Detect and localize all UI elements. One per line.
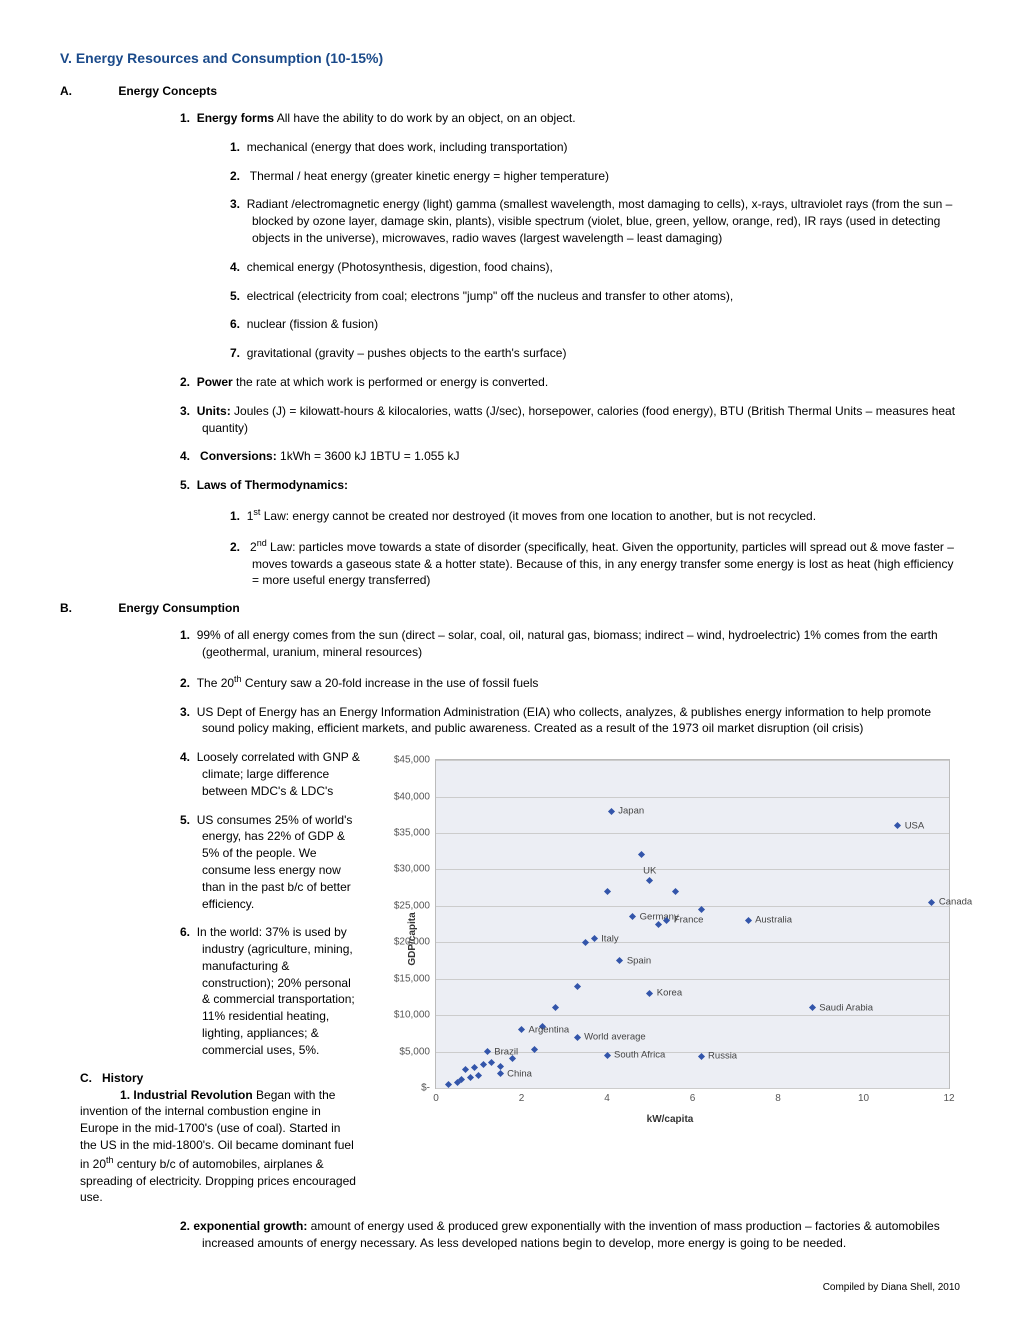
- scatter-point: [646, 990, 653, 997]
- scatter-point: [574, 1034, 581, 1041]
- scatter-point-label: France: [674, 915, 704, 926]
- scatter-point-label: UK: [643, 866, 656, 877]
- scatter-point: [608, 808, 615, 815]
- scatter-point-label: Saudi Arabia: [819, 1002, 873, 1013]
- b3: 3. US Dept of Energy has an Energy Infor…: [180, 704, 960, 738]
- scatter-point: [574, 983, 581, 990]
- x-tick-label: 0: [433, 1093, 439, 1104]
- section-b-heading: B. Energy Consumption: [60, 601, 960, 615]
- scatter-point: [471, 1064, 478, 1071]
- x-tick-label: 8: [775, 1093, 781, 1104]
- y-tick-label: $35,000: [394, 828, 430, 839]
- y-tick-label: $15,000: [394, 973, 430, 984]
- x-tick-label: 10: [858, 1093, 869, 1104]
- y-tick-label: $45,000: [394, 755, 430, 766]
- section-a-title: Energy Concepts: [118, 84, 217, 98]
- scatter-point-label: Argentina: [529, 1024, 570, 1035]
- scatter-point: [497, 1070, 504, 1077]
- scatter-point: [603, 1052, 610, 1059]
- scatter-point: [672, 888, 679, 895]
- y-tick-label: $10,000: [394, 1010, 430, 1021]
- scatter-point: [484, 1048, 491, 1055]
- scatter-point: [638, 851, 645, 858]
- scatter-point: [698, 1053, 705, 1060]
- scatter-point: [475, 1071, 482, 1078]
- scatter-point-label: Brazil: [494, 1046, 518, 1057]
- x-tick-label: 2: [519, 1093, 525, 1104]
- a1-5: 5. electrical (electricity from coal; el…: [230, 288, 960, 305]
- gdp-vs-energy-scatter: GDP/capita $-$5,000$10,000$15,000$20,000…: [380, 749, 960, 1129]
- y-tick-label: $5,000: [399, 1046, 430, 1057]
- section-c-heading: C. History: [80, 1071, 360, 1085]
- x-tick-label: 6: [690, 1093, 696, 1104]
- section-a-heading: A. Energy Concepts: [60, 84, 960, 98]
- a1-2: 2. Thermal / heat energy (greater kineti…: [230, 168, 960, 185]
- scatter-point: [552, 1004, 559, 1011]
- a4: 4. Conversions: 1kWh = 3600 kJ 1BTU = 1.…: [180, 448, 960, 465]
- scatter-point: [928, 899, 935, 906]
- y-tick-label: $-: [421, 1083, 430, 1094]
- scatter-point-label: Russia: [708, 1051, 737, 1062]
- scatter-point-label: South Africa: [614, 1050, 665, 1061]
- scatter-point-label: China: [507, 1068, 532, 1079]
- scatter-point: [467, 1074, 474, 1081]
- footer-credit: Compiled by Diana Shell, 2010: [60, 1282, 960, 1293]
- scatter-point-label: Korea: [657, 988, 682, 999]
- scatter-point: [488, 1059, 495, 1066]
- y-tick-label: $40,000: [394, 791, 430, 802]
- a1-7: 7. gravitational (gravity – pushes objec…: [230, 345, 960, 362]
- scatter-point: [894, 822, 901, 829]
- scatter-point-label: Australia: [755, 915, 792, 926]
- section-a-letter: A.: [60, 84, 115, 98]
- scatter-point: [479, 1061, 486, 1068]
- scatter-point: [518, 1026, 525, 1033]
- scatter-point-label: Italy: [601, 933, 618, 944]
- scatter-point: [603, 888, 610, 895]
- y-tick-label: $20,000: [394, 937, 430, 948]
- scatter-point: [582, 939, 589, 946]
- a1-6: 6. nuclear (fission & fusion): [230, 316, 960, 333]
- scatter-point: [809, 1004, 816, 1011]
- scatter-point-label: Germany: [640, 911, 679, 922]
- a5-2: 2. 2nd Law: particles move towards a sta…: [230, 537, 960, 589]
- section-b-title: Energy Consumption: [118, 601, 239, 615]
- scatter-point-label: World average: [584, 1032, 646, 1043]
- y-tick-label: $25,000: [394, 900, 430, 911]
- a2: 2. Power the rate at which work is perfo…: [180, 374, 960, 391]
- page-title: V. Energy Resources and Consumption (10-…: [60, 50, 960, 66]
- a1-3: 3. Radiant /electromagnetic energy (ligh…: [230, 196, 960, 246]
- scatter-point-label: Japan: [618, 806, 644, 817]
- scatter-point: [591, 935, 598, 942]
- a3: 3. Units: Joules (J) = kilowatt-hours & …: [180, 403, 960, 437]
- scatter-point-label: Canada: [939, 897, 972, 908]
- scatter-point: [646, 877, 653, 884]
- a5: 5. Laws of Thermodynamics:: [180, 477, 960, 494]
- scatter-point: [445, 1081, 452, 1088]
- a1-4: 4. chemical energy (Photosynthesis, dige…: [230, 259, 960, 276]
- c2: 2. exponential growth: amount of energy …: [180, 1218, 960, 1252]
- y-tick-label: $30,000: [394, 864, 430, 875]
- b4: 4. Loosely correlated with GNP & climate…: [180, 749, 360, 799]
- scatter-point: [745, 917, 752, 924]
- scatter-point-label: USA: [905, 820, 925, 831]
- section-b-letter: B.: [60, 601, 115, 615]
- x-tick-label: 12: [943, 1093, 954, 1104]
- x-tick-label: 4: [604, 1093, 610, 1104]
- a5-1: 1. 1st Law: energy cannot be created nor…: [230, 506, 960, 525]
- scatter-point: [616, 957, 623, 964]
- b2: 2. The 20th Century saw a 20-fold increa…: [180, 673, 960, 692]
- scatter-point: [629, 913, 636, 920]
- b1: 1. 99% of all energy comes from the sun …: [180, 627, 960, 661]
- b5: 5. US consumes 25% of world's energy, ha…: [180, 812, 360, 913]
- c1: 1. Industrial Revolution Began with the …: [80, 1087, 360, 1207]
- a1-1: 1. mechanical (energy that does work, in…: [230, 139, 960, 156]
- scatter-point: [462, 1066, 469, 1073]
- scatter-point: [698, 906, 705, 913]
- b6: 6. In the world: 37% is used by industry…: [180, 924, 360, 1058]
- scatter-point-label: Spain: [627, 955, 651, 966]
- x-axis-label: kW/capita: [380, 1114, 960, 1125]
- a1: 1. Energy forms All have the ability to …: [180, 110, 960, 127]
